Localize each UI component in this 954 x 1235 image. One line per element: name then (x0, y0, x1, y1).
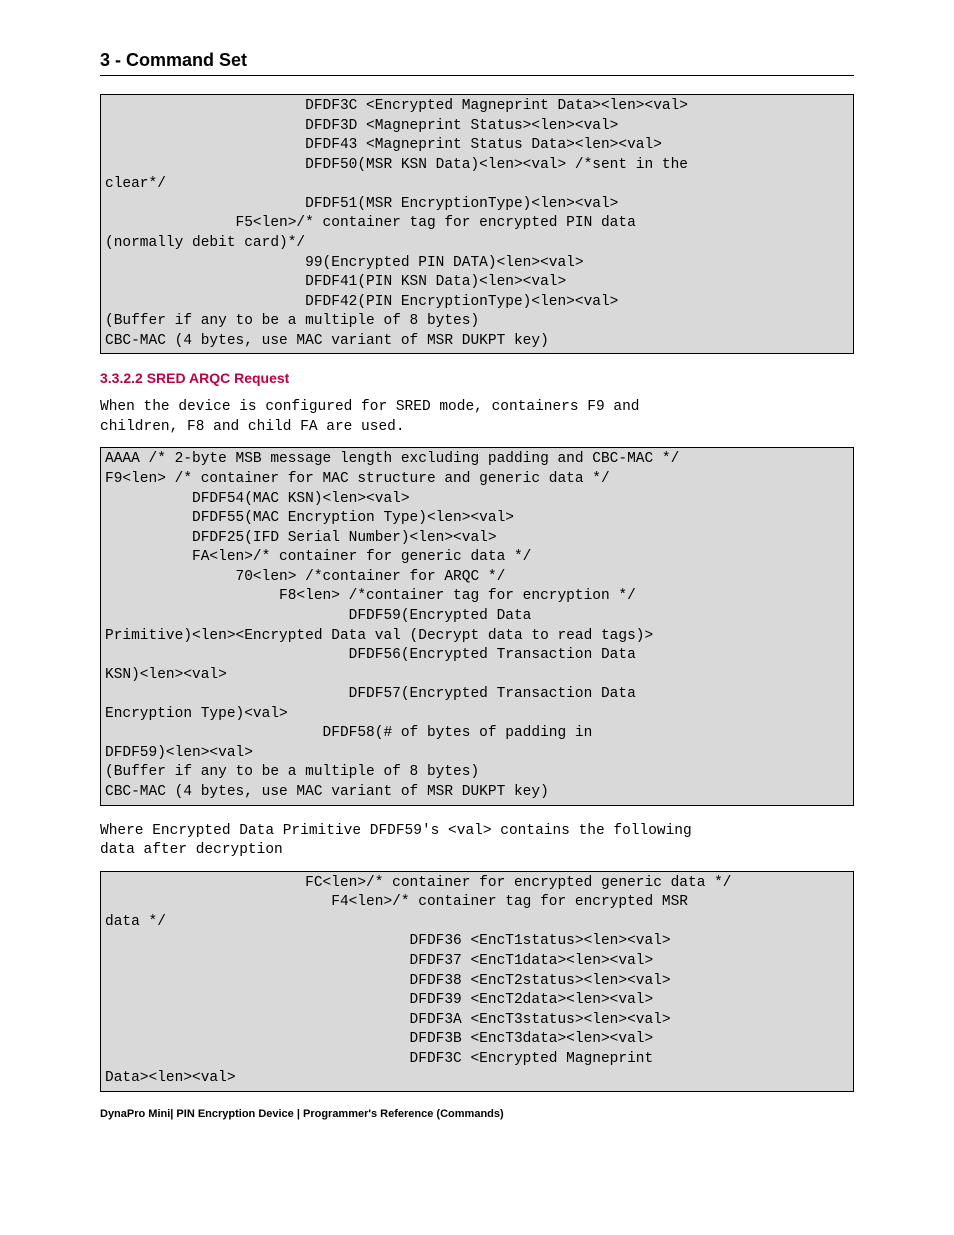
subsection-title: SRED ARQC Request (147, 370, 290, 386)
code-block-3: FC<len>/* container for encrypted generi… (100, 871, 854, 1092)
paragraph-1: When the device is configured for SRED m… (100, 398, 854, 437)
section-header: 3 - Command Set (100, 50, 854, 71)
subsection-heading: 3.3.2.2 SRED ARQC Request (100, 370, 854, 386)
paragraph-2: Where Encrypted Data Primitive DFDF59's … (100, 822, 854, 861)
code-block-1: DFDF3C <Encrypted Magneprint Data><len><… (100, 94, 854, 354)
code-block-2: AAAA /* 2-byte MSB message length exclud… (100, 447, 854, 805)
subsection-number: 3.3.2.2 (100, 370, 143, 386)
footer-text: DynaPro Mini| PIN Encryption Device | Pr… (100, 1108, 854, 1120)
header-rule (100, 75, 854, 76)
